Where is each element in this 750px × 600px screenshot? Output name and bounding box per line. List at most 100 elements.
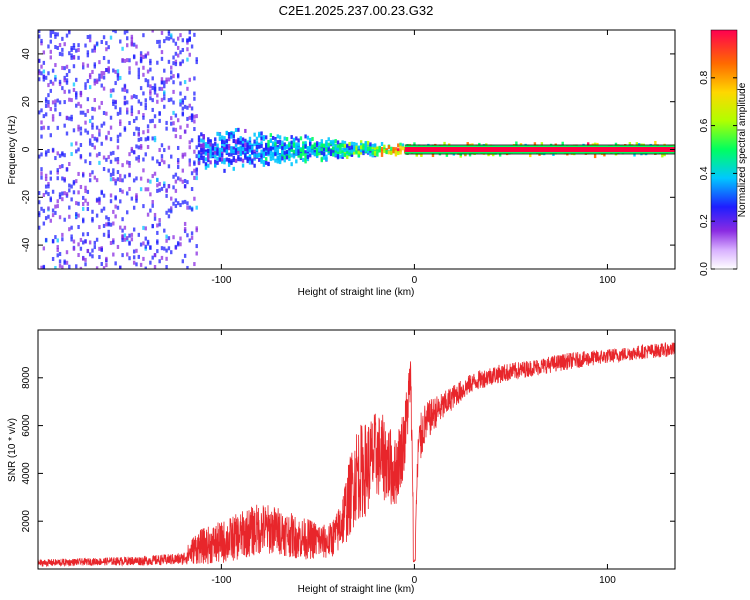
heatmap-cell [86,109,90,114]
heatmap-cell [223,148,226,153]
heatmap-cell [107,229,110,234]
heatmap-cell [146,51,150,56]
heatmap-cell [209,148,212,153]
heatmap-cell [65,78,69,83]
heatmap-cell [346,150,349,155]
heatmap-cell [248,142,252,147]
heatmap-cell [350,145,354,150]
heatmap-cell [77,55,80,60]
heatmap-cell [56,32,59,37]
snr-y-label: SNR (10 * v/v) [7,418,18,482]
heatmap-cell [325,142,328,147]
heatmap-cell [128,173,131,178]
heatmap-cell [265,151,268,156]
heatmap-cell [144,54,147,59]
heatmap-cell [183,152,187,157]
heatmap-cell [200,150,203,155]
heatmap-cell [295,148,298,153]
heatmap-cell [170,70,173,75]
heatmap-cell [220,135,224,140]
heatmap-cell [128,256,131,261]
heatmap-cell [181,179,185,184]
heatmap-cell [58,164,62,169]
heatmap-cell [244,128,247,133]
heatmap-cell [72,64,76,69]
carrier-band [404,147,675,152]
heatmap-cell [195,171,198,176]
heatmap-cell [51,147,55,152]
heatmap-cell [61,232,64,237]
heatmap-cell [234,150,238,155]
heatmap-cell [227,137,231,142]
heatmap-cell [146,187,150,192]
heatmap-cell [70,117,73,122]
colorbar-tick-label: 0.0 [699,262,710,276]
heatmap-cell [79,126,83,131]
heatmap-cell [107,130,110,135]
heatmap-cell [262,160,266,165]
heatmap-cell [116,76,120,81]
heatmap-cell [88,38,92,43]
heatmap-cell [146,136,150,141]
heatmap-cell [318,142,321,147]
heatmap-cell [72,55,76,60]
heatmap-cell [70,98,73,103]
heatmap-cell [207,158,210,163]
heatmap-cell [160,80,164,85]
heatmap-cell [98,198,101,203]
heatmap-cell [288,146,291,151]
heatmap-cell [332,146,335,151]
heatmap-cell [40,175,43,180]
heatmap-cell [44,150,48,155]
heatmap-cell [98,77,101,82]
heatmap-cell [190,44,194,49]
heatmap-cell [209,142,212,147]
heatmap-cell [239,157,242,162]
heatmap-cell [98,151,101,156]
heatmap-cell [211,151,215,156]
heatmap-cell [156,239,159,244]
heatmap-cell [56,245,59,250]
heatmap-cell [230,152,233,157]
heatmap-cell [49,88,52,93]
heatmap-cell [56,168,59,173]
heatmap-cell [241,140,245,145]
heatmap-cell [93,245,96,250]
heatmap-cell [193,127,196,132]
heatmap-cell [214,147,217,152]
heatmap-cell [116,69,120,74]
heatmap-cell [174,198,178,203]
heatmap-cell [61,36,64,41]
heatmap-cell [292,143,296,148]
heatmap-cell [376,152,379,157]
heatmap-cell [170,65,173,70]
heatmap-cell [174,41,178,46]
heatmap-cell [200,138,203,143]
heatmap-cell [56,151,59,156]
heatmap-cell [51,208,55,213]
heatmap-cell [151,174,154,179]
heatmap-cell [302,141,305,146]
heatmap-cell [239,148,242,153]
heatmap-cell [258,144,261,149]
heatmap-cell [70,197,73,202]
heatmap-cell [392,149,395,154]
heatmap-cell [332,140,335,145]
heatmap-cell [149,96,152,101]
heatmap-cell [77,190,80,195]
heatmap-cell [176,36,180,41]
heatmap-cell [283,150,286,155]
heatmap-cell [183,253,187,258]
heatmap-cell [160,186,164,191]
heatmap-cell [79,93,83,98]
heatmap-cell [241,146,245,151]
heatmap-cell [174,203,178,208]
heatmap-cell [380,141,384,146]
heatmap-cell [392,146,395,151]
heatmap-cell [355,145,358,150]
heatmap-cell [98,255,101,260]
heatmap-cell [281,143,284,148]
heatmap-cell [149,119,152,124]
heatmap-cell [251,149,254,154]
heatmap-cell [107,234,110,239]
